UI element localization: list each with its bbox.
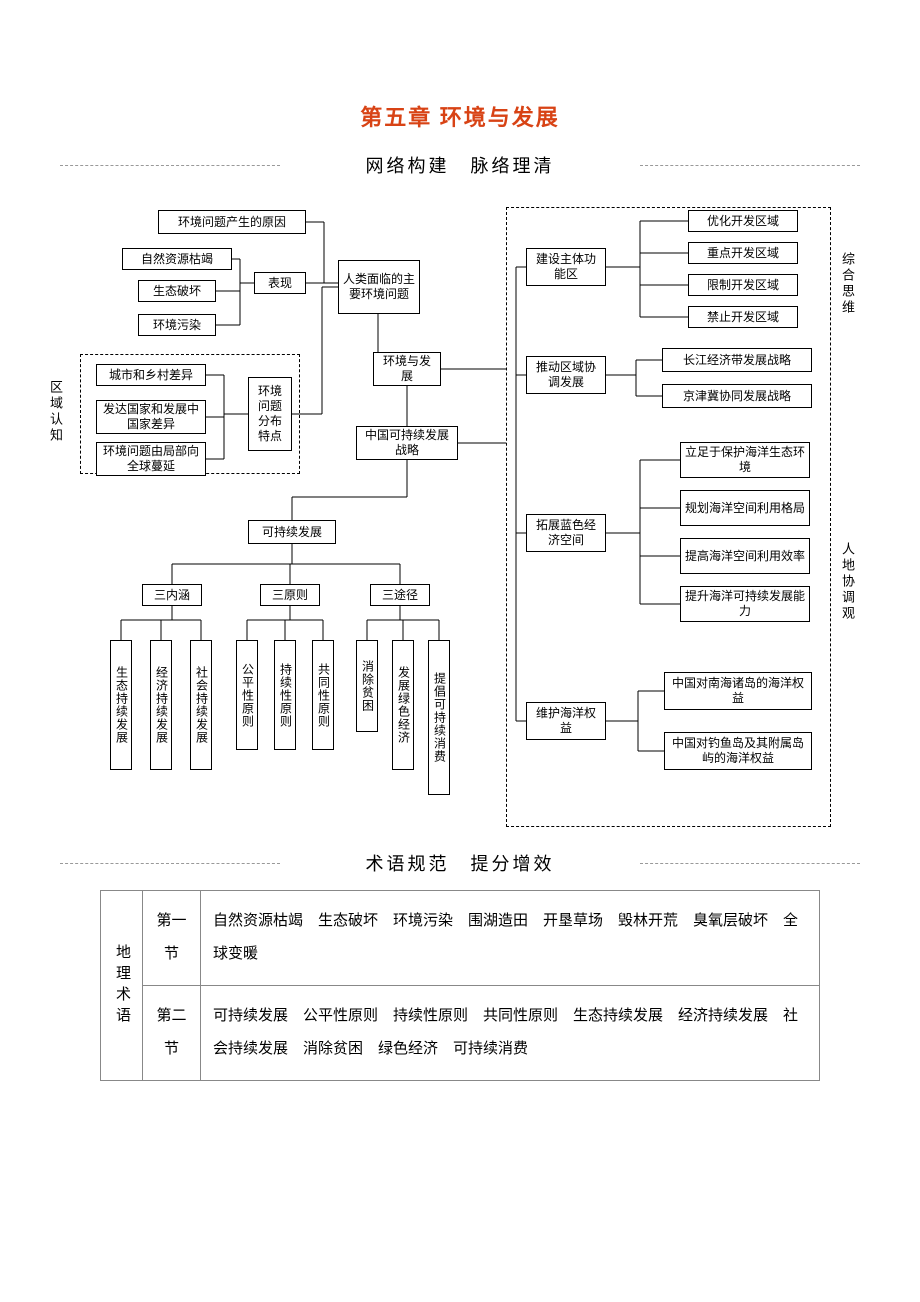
concept-diagram: 区域认知 综合思维 人地协调观 环境问题产生的原因 自然资源枯竭 生态破坏 环境…	[60, 192, 860, 832]
node-three-way: 三途径	[370, 584, 430, 606]
node-fair-p: 公平性原则	[236, 640, 258, 750]
node-region-coord: 推动区域协调发展	[526, 356, 606, 394]
node-sd: 可持续发展	[248, 520, 336, 544]
node-ocean-sd: 提升海洋可持续发展能力	[680, 586, 810, 622]
node-south-sea: 中国对南海诸岛的海洋权益	[664, 672, 812, 710]
node-pollution: 环境污染	[138, 314, 216, 336]
section-title-2: 术语规范 提分增效	[60, 850, 860, 876]
node-dist-feature: 环境问题分布特点	[248, 377, 292, 451]
node-dev-diff: 发达国家和发展中国家差异	[96, 400, 206, 434]
node-perform: 表现	[254, 272, 306, 294]
node-key-zone: 重点开发区域	[688, 242, 798, 264]
side-label-right-top: 综合思维	[838, 252, 857, 316]
node-three-prin: 三原则	[260, 584, 320, 606]
section-label-2: 第二节	[143, 986, 201, 1081]
node-three-conn: 三内涵	[142, 584, 202, 606]
node-env-cause: 环境问题产生的原因	[158, 210, 306, 234]
node-jingjinji: 京津冀协同发展战略	[662, 384, 812, 408]
node-comm-p: 共同性原则	[312, 640, 334, 750]
node-china-sd: 中国可持续发展战略	[356, 426, 458, 460]
node-elim-pov: 消除贫困	[356, 640, 378, 732]
section-content-1: 自然资源枯竭 生态破坏 环境污染 围湖造田 开垦草场 毁林开荒 臭氧层破坏 全球…	[201, 891, 820, 986]
side-label-left: 区域认知	[46, 380, 65, 444]
node-eco-sd: 生态持续发展	[110, 640, 132, 770]
node-human-issue: 人类面临的主要环境问题	[338, 260, 420, 314]
section-content-2: 可持续发展 公平性原则 持续性原则 共同性原则 生态持续发展 经济持续发展 社会…	[201, 986, 820, 1081]
terminology-table: 地理术语 第一节 自然资源枯竭 生态破坏 环境污染 围湖造田 开垦草场 毁林开荒…	[100, 890, 820, 1081]
node-res-deplete: 自然资源枯竭	[122, 248, 232, 270]
node-env-dev: 环境与发展	[373, 352, 441, 386]
node-local-global: 环境问题由局部向全球蔓延	[96, 442, 206, 476]
node-opt-zone: 优化开发区域	[688, 210, 798, 232]
chapter-title: 第五章 环境与发展	[60, 100, 860, 132]
node-ocean-eff: 提高海洋空间利用效率	[680, 538, 810, 574]
node-ocean-layout: 规划海洋空间利用格局	[680, 490, 810, 526]
node-yangtze: 长江经济带发展战略	[662, 348, 812, 372]
node-soc-sd: 社会持续发展	[190, 640, 212, 770]
node-limit-zone: 限制开发区域	[688, 274, 798, 296]
node-sust-cons: 提倡可持续消费	[428, 640, 450, 795]
rowhead-terms: 地理术语	[101, 891, 143, 1081]
node-main-func: 建设主体功能区	[526, 248, 606, 286]
node-urban-rural: 城市和乡村差异	[96, 364, 206, 386]
node-ocean-rights: 维护海洋权益	[526, 702, 606, 740]
side-label-right-bottom: 人地协调观	[838, 542, 857, 622]
table-row: 第二节 可持续发展 公平性原则 持续性原则 共同性原则 生态持续发展 经济持续发…	[101, 986, 820, 1081]
node-ocean-env: 立足于保护海洋生态环境	[680, 442, 810, 478]
node-blue-econ: 拓展蓝色经济空间	[526, 514, 606, 552]
node-forbid-zone: 禁止开发区域	[688, 306, 798, 328]
node-econ-sd: 经济持续发展	[150, 640, 172, 770]
node-sust-p: 持续性原则	[274, 640, 296, 750]
node-diaoyu: 中国对钓鱼岛及其附属岛屿的海洋权益	[664, 732, 812, 770]
section-title-1: 网络构建 脉络理清	[60, 152, 860, 178]
section-label-1: 第一节	[143, 891, 201, 986]
table-row: 地理术语 第一节 自然资源枯竭 生态破坏 环境污染 围湖造田 开垦草场 毁林开荒…	[101, 891, 820, 986]
node-green-econ: 发展绿色经济	[392, 640, 414, 770]
node-eco-damage: 生态破坏	[138, 280, 216, 302]
